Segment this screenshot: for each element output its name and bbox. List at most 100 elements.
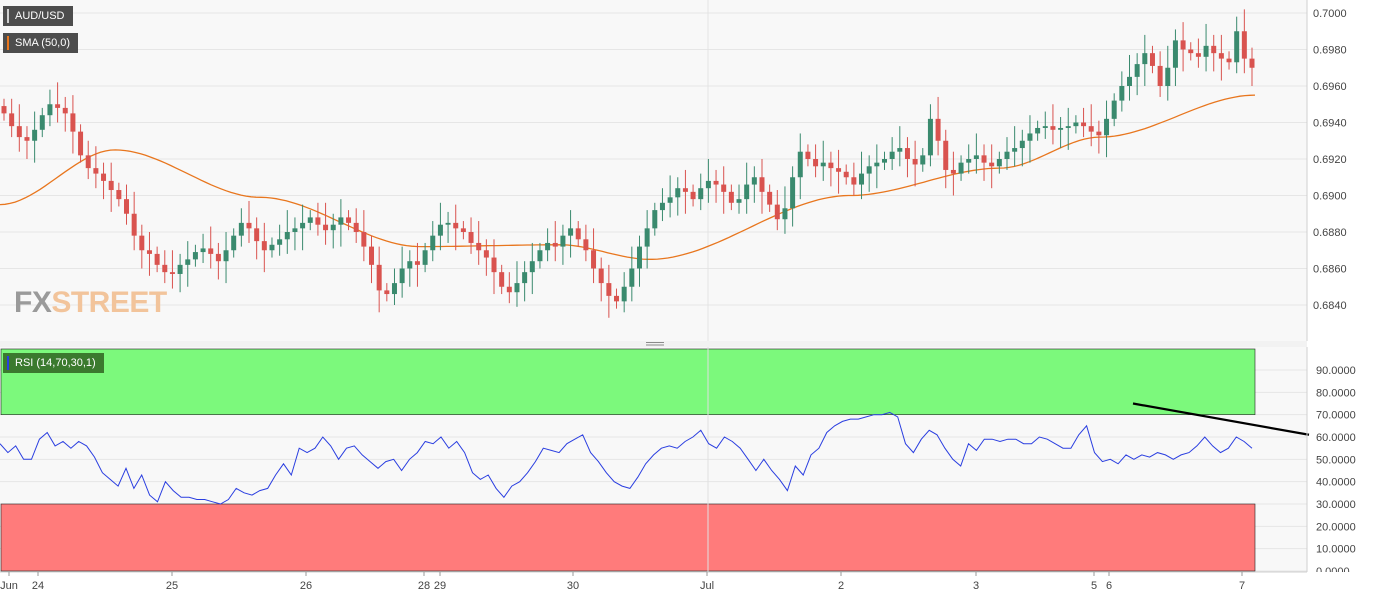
candle (330, 213, 336, 249)
price-tick-label: 0.6940 (1313, 118, 1347, 130)
logo-street: STREET (51, 286, 167, 319)
candle-body (192, 252, 198, 260)
candle (146, 232, 152, 276)
candle (981, 144, 987, 181)
candle (927, 104, 933, 167)
candle-body (55, 104, 61, 108)
candle (437, 202, 443, 251)
candle-body (591, 250, 597, 269)
candle (675, 177, 681, 216)
rsi-divergence-trendline (1132, 402, 1310, 436)
candle (1249, 47, 1255, 86)
candle (820, 140, 826, 181)
candle (223, 232, 229, 284)
candle (9, 98, 15, 138)
candle (721, 166, 727, 214)
splitter-handle-icon[interactable] (646, 342, 664, 346)
candle-body (1218, 53, 1224, 59)
candlesticks (1, 9, 1255, 318)
candle-body (391, 283, 397, 295)
candle (292, 217, 298, 251)
candle-body (93, 168, 99, 174)
candle (384, 283, 390, 302)
candle-body (1065, 126, 1071, 128)
candle-body (935, 118, 941, 141)
candle-body (376, 264, 382, 291)
rsi-legend-label: RSI (14,70,30,1) (15, 357, 96, 369)
candle-body (476, 242, 482, 251)
candle (1050, 104, 1056, 145)
candle-body (169, 272, 175, 274)
candle (131, 191, 137, 251)
candle (774, 190, 780, 231)
candle (177, 253, 183, 293)
candle-body (759, 177, 765, 192)
candle-body (797, 151, 803, 178)
candle-body (261, 241, 267, 251)
candle (1035, 120, 1041, 141)
candle-body (300, 222, 306, 229)
candle (598, 257, 604, 302)
candle-body (950, 169, 956, 174)
candle-body (989, 162, 995, 167)
candle-body (437, 224, 443, 236)
pane-splitter[interactable] (0, 341, 1307, 347)
candle (269, 237, 275, 258)
candle-body (468, 232, 474, 243)
candle (1180, 22, 1186, 72)
price-tick-label: 0.6900 (1313, 191, 1347, 203)
candle-body (728, 191, 734, 203)
candle-body (491, 257, 497, 273)
candle-body (1172, 40, 1178, 68)
candle (1165, 45, 1171, 101)
candle (920, 148, 926, 172)
price-tick-label: 0.6960 (1313, 81, 1347, 93)
candle (238, 208, 244, 247)
candle (215, 242, 221, 280)
time-tick-label: 24 (32, 580, 44, 592)
candle-body (1119, 86, 1125, 101)
candle-body (208, 248, 214, 254)
time-tick-label: 26 (300, 580, 312, 592)
pair-legend-label: AUD/USD (15, 10, 65, 22)
candle (116, 182, 122, 207)
candle (912, 140, 918, 187)
candle-body (1012, 148, 1018, 152)
candle (889, 137, 895, 170)
candle (1042, 111, 1048, 139)
candle-body (139, 235, 145, 251)
candle-body (269, 244, 275, 251)
candle (284, 210, 290, 254)
pair-legend[interactable]: AUD/USD (3, 6, 73, 26)
candle (790, 166, 796, 227)
candle (813, 144, 819, 178)
candle-body (713, 180, 719, 185)
candle-body (1134, 64, 1140, 77)
candle-body (1180, 40, 1186, 50)
candle-body (522, 272, 528, 284)
candle (705, 159, 711, 203)
candle-body (499, 272, 505, 287)
candle (1149, 45, 1155, 74)
rsi-legend[interactable]: RSI (14,70,30,1) (3, 353, 104, 373)
rsi-tick-label: 40.0000 (1316, 477, 1356, 489)
candle-body (116, 190, 122, 200)
candle (414, 242, 420, 287)
candle-body (506, 286, 512, 293)
candle-body (238, 222, 244, 236)
price-grid (0, 12, 1307, 306)
candle-body (774, 204, 780, 220)
candle (728, 184, 734, 211)
candle-body (9, 113, 15, 127)
time-tick-label: 30 (567, 580, 579, 592)
candle-body (292, 228, 298, 232)
candle (277, 224, 283, 256)
candle (93, 146, 99, 189)
candle (629, 246, 635, 302)
sma-legend[interactable]: SMA (50,0) (3, 33, 79, 53)
candle-body (805, 151, 811, 159)
candle (606, 264, 612, 318)
candle (1134, 53, 1140, 96)
candle (1019, 129, 1025, 167)
candle-body (568, 228, 574, 236)
